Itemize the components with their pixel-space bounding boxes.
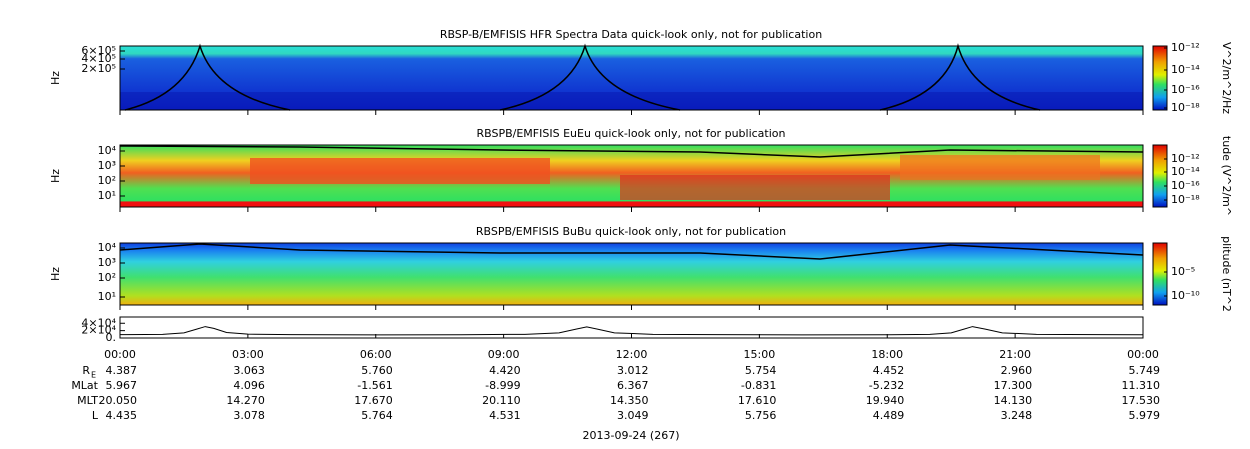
ephemeris-value: 6.367 (617, 379, 649, 392)
ephemeris-value: 4.531 (489, 409, 521, 422)
y-tick-label: 10² (98, 174, 116, 187)
colorbar-label: plitude (nT^2 (1220, 236, 1233, 312)
data-line (119, 326, 1144, 336)
panel-title: RBSPB/EMFISIS EuEu quick-look only, not … (476, 127, 785, 140)
ephemeris-label: R (82, 364, 90, 377)
colorbar-tick-label: 10⁻¹⁶ (1171, 83, 1200, 96)
ephemeris-value: 14.350 (610, 394, 649, 407)
ephemeris-value: 4.420 (489, 364, 521, 377)
ephemeris-label: MLat (71, 379, 98, 392)
date-label: 2013-09-24 (267) (582, 429, 679, 442)
y-tick-label: 4×10⁴ (81, 316, 116, 329)
x-tick-label: 09:00 (488, 348, 520, 361)
spectrogram-patch (900, 155, 1100, 180)
ephemeris-value: 20.050 (99, 394, 138, 407)
fce-curve (119, 243, 1144, 260)
y-tick-label: 6×10⁵ (81, 44, 116, 57)
x-tick-label: 18:00 (871, 348, 903, 361)
ephemeris-value: 11.310 (1122, 379, 1161, 392)
spectrogram-patch (120, 92, 1143, 110)
y-tick-label: 0. (106, 331, 117, 344)
y-tick-label: 10³ (98, 159, 116, 172)
ephemeris-value: 17.610 (738, 394, 777, 407)
colorbar-tick-label: 10⁻⁵ (1171, 265, 1195, 278)
y-tick-label: 10¹ (98, 290, 116, 303)
ephemeris-value: 17.670 (354, 394, 393, 407)
colorbar-label: tude (V^2/m^ (1220, 136, 1233, 216)
ephemeris-value: 4.489 (873, 409, 905, 422)
ephemeris-value: 19.940 (866, 394, 905, 407)
ephemeris-value: 3.049 (617, 409, 649, 422)
ephemeris-value: 3.248 (1001, 409, 1033, 422)
ephemeris-value: 14.270 (226, 394, 265, 407)
ephemeris-value: 3.012 (617, 364, 649, 377)
ephemeris-value: 5.764 (361, 409, 393, 422)
ephemeris-value: 14.130 (994, 394, 1033, 407)
ephemeris-label: L (92, 409, 99, 422)
colorbar-label: V^2/m^2/Hz (1220, 42, 1233, 114)
y-tick-label: 10¹ (98, 189, 116, 202)
colorbar (1152, 144, 1168, 208)
panel-title: RBSPB/EMFISIS BuBu quick-look only, not … (476, 225, 786, 238)
ephemeris-value: 5.754 (745, 364, 777, 377)
fce-curve (119, 145, 1144, 158)
ephemeris-value: 17.300 (994, 379, 1033, 392)
ephemeris-value: 5.967 (106, 379, 138, 392)
y-tick-label: 10⁴ (98, 144, 117, 157)
x-tick-label: 06:00 (360, 348, 392, 361)
colorbar (1152, 242, 1168, 306)
ephemeris-value: 5.756 (745, 409, 777, 422)
ephemeris-value: -0.831 (741, 379, 776, 392)
ephemeris-value: 4.435 (106, 409, 138, 422)
ephemeris-label-sub: E (91, 371, 96, 380)
x-tick-label: 21:00 (999, 348, 1031, 361)
y-tick-label: 2×10⁴ (81, 324, 116, 337)
colorbar (1152, 45, 1168, 111)
ephemeris-label: MLT (77, 394, 98, 407)
x-tick-label: 15:00 (744, 348, 776, 361)
colorbar-tick-label: 10⁻¹² (1171, 152, 1200, 165)
spectrogram-patch (250, 158, 550, 184)
ephemeris-value: 17.530 (1122, 394, 1161, 407)
y-tick-label: 10³ (98, 256, 116, 269)
x-tick-label: 00:00 (1127, 348, 1159, 361)
y-axis-label: Hz (49, 71, 62, 85)
y-tick-label: 10⁴ (98, 241, 117, 254)
x-tick-label: 12:00 (616, 348, 648, 361)
x-tick-label: 00:00 (104, 348, 136, 361)
y-axis-label: Hz (49, 169, 62, 183)
y-tick-label: 10² (98, 271, 116, 284)
ephemeris-value: 20.110 (482, 394, 521, 407)
colorbar-tick-label: 10⁻¹⁴ (1171, 165, 1200, 178)
ephemeris-value: 3.078 (233, 409, 265, 422)
ephemeris-value: 5.749 (1129, 364, 1161, 377)
colorbar-tick-label: 10⁻¹⁶ (1171, 179, 1200, 192)
ephemeris-value: 2.960 (1001, 364, 1033, 377)
colorbar-tick-label: 10⁻¹² (1171, 41, 1200, 54)
ephemeris-value: -1.561 (357, 379, 392, 392)
colorbar-tick-label: 10⁻¹⁴ (1171, 63, 1200, 76)
y-tick-label: 2×10⁵ (81, 62, 116, 75)
colorbar-tick-label: 10⁻¹⁸ (1171, 193, 1200, 206)
ephemeris-value: 5.979 (1129, 409, 1161, 422)
ephemeris-value: 4.387 (106, 364, 138, 377)
colorbar-tick-label: 10⁻¹⁸ (1171, 101, 1200, 114)
spectrogram-patch (620, 175, 890, 200)
ephemeris-value: 4.096 (233, 379, 265, 392)
y-axis-label: Hz (49, 267, 62, 281)
y-tick-label: 4×10⁵ (81, 52, 116, 65)
ephemeris-value: -5.232 (869, 379, 904, 392)
colorbar-tick-label: 10⁻¹⁰ (1171, 289, 1200, 302)
x-tick-label: 03:00 (232, 348, 264, 361)
ephemeris-value: 3.063 (233, 364, 265, 377)
panel-title: RBSP-B/EMFISIS HFR Spectra Data quick-lo… (440, 28, 822, 41)
ephemeris-value: 5.760 (361, 364, 393, 377)
ephemeris-value: 4.452 (873, 364, 905, 377)
ephemeris-value: -8.999 (485, 379, 520, 392)
